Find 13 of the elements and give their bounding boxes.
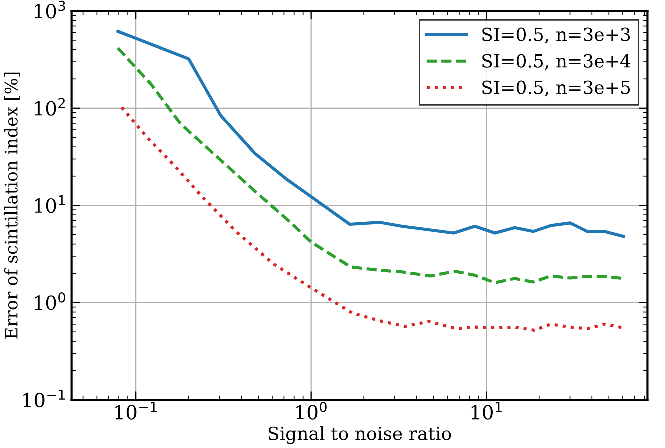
legend-label: SI=0.5, n=3e+4: [482, 54, 631, 70]
y-tick-label: 10$^{2}$: [35, 98, 65, 116]
y-tick-label: 10$^{3}$: [35, 0, 66, 19]
x-tick-label: 10$^{−1}$: [116, 402, 157, 420]
y-tick-label: 10$^{−1}$: [24, 390, 65, 408]
x-tick-label: 10$^{1}$: [472, 402, 502, 420]
x-tick-label: 10$^{0}$: [296, 402, 327, 420]
y-axis-title: Error of scintillation index [%]: [4, 72, 20, 339]
y-tick-label: 10$^{0}$: [35, 292, 66, 310]
legend-label: SI=0.5, n=3e+5: [482, 80, 630, 97]
y-tick-label: 10$^{1}$: [35, 196, 66, 214]
x-axis-title: Signal to noise ratio: [268, 426, 452, 444]
legend-label: SI=0.5, n=3e+3: [482, 28, 630, 44]
